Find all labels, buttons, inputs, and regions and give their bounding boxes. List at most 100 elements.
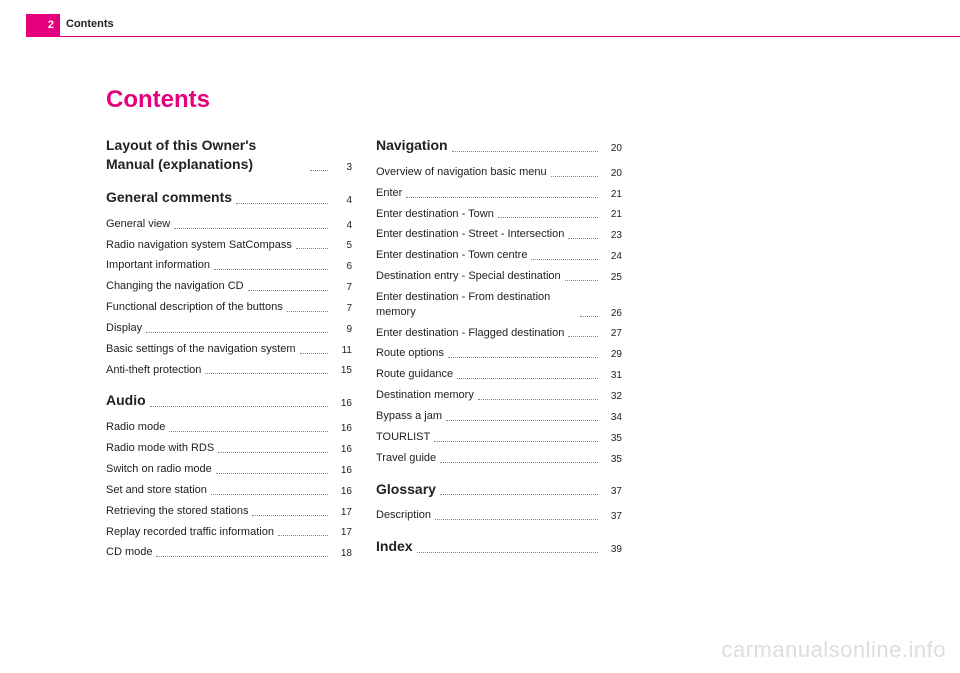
toc-leader-dots: [287, 311, 328, 312]
toc-entry-page: 32: [602, 391, 622, 403]
toc-entry-label: Radio mode: [106, 420, 165, 435]
toc-leader-dots: [156, 556, 328, 557]
toc-entry: Changing the navigation CD7: [106, 279, 352, 294]
toc-entry-page: 18: [332, 548, 352, 560]
page-title: Contents: [106, 86, 210, 114]
header-section-label: Contents: [66, 18, 114, 30]
toc-leader-dots: [434, 441, 598, 442]
toc-entry: Enter destination - Town centre24: [376, 248, 622, 263]
toc-entry-label: Overview of navigation basic menu: [376, 165, 547, 180]
toc-leader-dots: [150, 406, 328, 407]
toc-entry-page: 35: [602, 433, 622, 445]
toc-entry-label: Description: [376, 508, 431, 523]
toc-entry-page: 24: [602, 251, 622, 263]
toc-entry-label: Enter: [376, 186, 402, 201]
toc-entry: Set and store station16: [106, 483, 352, 498]
toc-entry: Radio mode with RDS16: [106, 441, 352, 456]
toc-entry-label: Route options: [376, 346, 444, 361]
toc-entry: Functional description of the buttons7: [106, 300, 352, 315]
toc-leader-dots: [565, 280, 598, 281]
toc-entry-page: 27: [602, 328, 622, 340]
toc-entry-label: TOURLIST: [376, 430, 430, 445]
toc-entry-label: Destination memory: [376, 388, 474, 403]
toc-section-heading: Navigation 20: [376, 136, 622, 155]
toc-entry-label: Important information: [106, 258, 210, 273]
toc-leader-dots: [568, 336, 598, 337]
watermark: carmanualsonline.info: [721, 637, 946, 663]
toc-leader-dots: [310, 170, 328, 171]
toc-entry-page: 21: [602, 209, 622, 221]
toc-leader-dots: [252, 515, 328, 516]
toc-leader-dots: [174, 228, 328, 229]
toc-section-heading: Layout of this Owner's Manual (explanati…: [106, 136, 352, 174]
toc-entry-page: 11: [332, 345, 352, 357]
toc-entry-label: Route guidance: [376, 367, 453, 382]
toc-entry-page: 26: [602, 308, 622, 320]
toc-entry-page: 20: [602, 143, 622, 155]
toc-leader-dots: [214, 269, 328, 270]
toc-entry-label: Index: [376, 537, 413, 556]
toc-entry-label: Display: [106, 321, 142, 336]
toc-entry-label: Switch on radio mode: [106, 462, 212, 477]
toc-entry-page: 23: [602, 230, 622, 242]
toc-entry-page: 16: [332, 465, 352, 477]
toc-leader-dots: [146, 332, 328, 333]
toc-entry-label: Enter destination - Street - Intersectio…: [376, 227, 564, 242]
toc-entry-label: Changing the navigation CD: [106, 279, 244, 294]
toc-entry-label: Navigation: [376, 136, 448, 155]
toc-leader-dots: [278, 535, 328, 536]
toc-entry-label: Bypass a jam: [376, 409, 442, 424]
toc-entry-label: Enter destination - Town: [376, 207, 494, 222]
toc-entry-page: 7: [332, 303, 352, 315]
toc-entry: TOURLIST 35: [376, 430, 622, 445]
toc-leader-dots: [531, 259, 598, 260]
toc-entry: Retrieving the stored stations17: [106, 504, 352, 519]
toc-entry-page: 15: [332, 365, 352, 377]
toc-entry-page: 9: [332, 324, 352, 336]
toc-section-heading: Audio 16: [106, 391, 352, 410]
toc-column-2: Navigation20Overview of navigation basic…: [376, 136, 622, 566]
toc-entry-page: 16: [332, 398, 352, 410]
toc-entry-page: 35: [602, 454, 622, 466]
toc-leader-dots: [457, 378, 598, 379]
toc-entry-page: 17: [332, 527, 352, 539]
toc-entry: Radio mode16: [106, 420, 352, 435]
toc-entry-page: 17: [332, 507, 352, 519]
toc-entry-label: Destination entry - Special destination: [376, 269, 561, 284]
toc-entry: CD mode 18: [106, 545, 352, 560]
toc-leader-dots: [406, 197, 598, 198]
toc-leader-dots: [440, 462, 598, 463]
toc-entry: Replay recorded traffic information 17: [106, 525, 352, 540]
toc-entry-label: CD mode: [106, 545, 152, 560]
toc-entry: Overview of navigation basic menu 20: [376, 165, 622, 180]
toc-leader-dots: [551, 176, 598, 177]
toc-entry: General view4: [106, 217, 352, 232]
toc-leader-dots: [296, 248, 328, 249]
toc-entry: Route options29: [376, 346, 622, 361]
page-number: 2: [48, 19, 54, 31]
toc-entry: Enter destination - Street - Intersectio…: [376, 227, 622, 242]
toc-entry: Destination entry - Special destination 2…: [376, 269, 622, 284]
toc-entry-page: 39: [602, 544, 622, 556]
toc-leader-dots: [218, 452, 328, 453]
toc-entry-page: 4: [332, 195, 352, 207]
toc-entry-page: 16: [332, 444, 352, 456]
toc-entry-page: 20: [602, 168, 622, 180]
toc-leader-dots: [478, 399, 598, 400]
header-rule: [26, 36, 960, 37]
toc-entry-label: Travel guide: [376, 451, 436, 466]
toc-leader-dots: [580, 316, 598, 317]
toc-entry-page: 31: [602, 370, 622, 382]
toc-entry: Travel guide 35: [376, 451, 622, 466]
toc-leader-dots: [205, 373, 328, 374]
toc-entry-label: Audio: [106, 391, 146, 410]
toc-leader-dots: [446, 420, 598, 421]
toc-entry-page: 25: [602, 272, 622, 284]
toc-section-heading: Glossary37: [376, 480, 622, 499]
toc-leader-dots: [452, 151, 598, 152]
toc-entry-label: Glossary: [376, 480, 436, 499]
toc-entry-page: 6: [332, 261, 352, 273]
toc-entry-label: Replay recorded traffic information: [106, 525, 274, 540]
toc-entry-label: General view: [106, 217, 170, 232]
toc-entry: Basic settings of the navigation system1…: [106, 342, 352, 357]
